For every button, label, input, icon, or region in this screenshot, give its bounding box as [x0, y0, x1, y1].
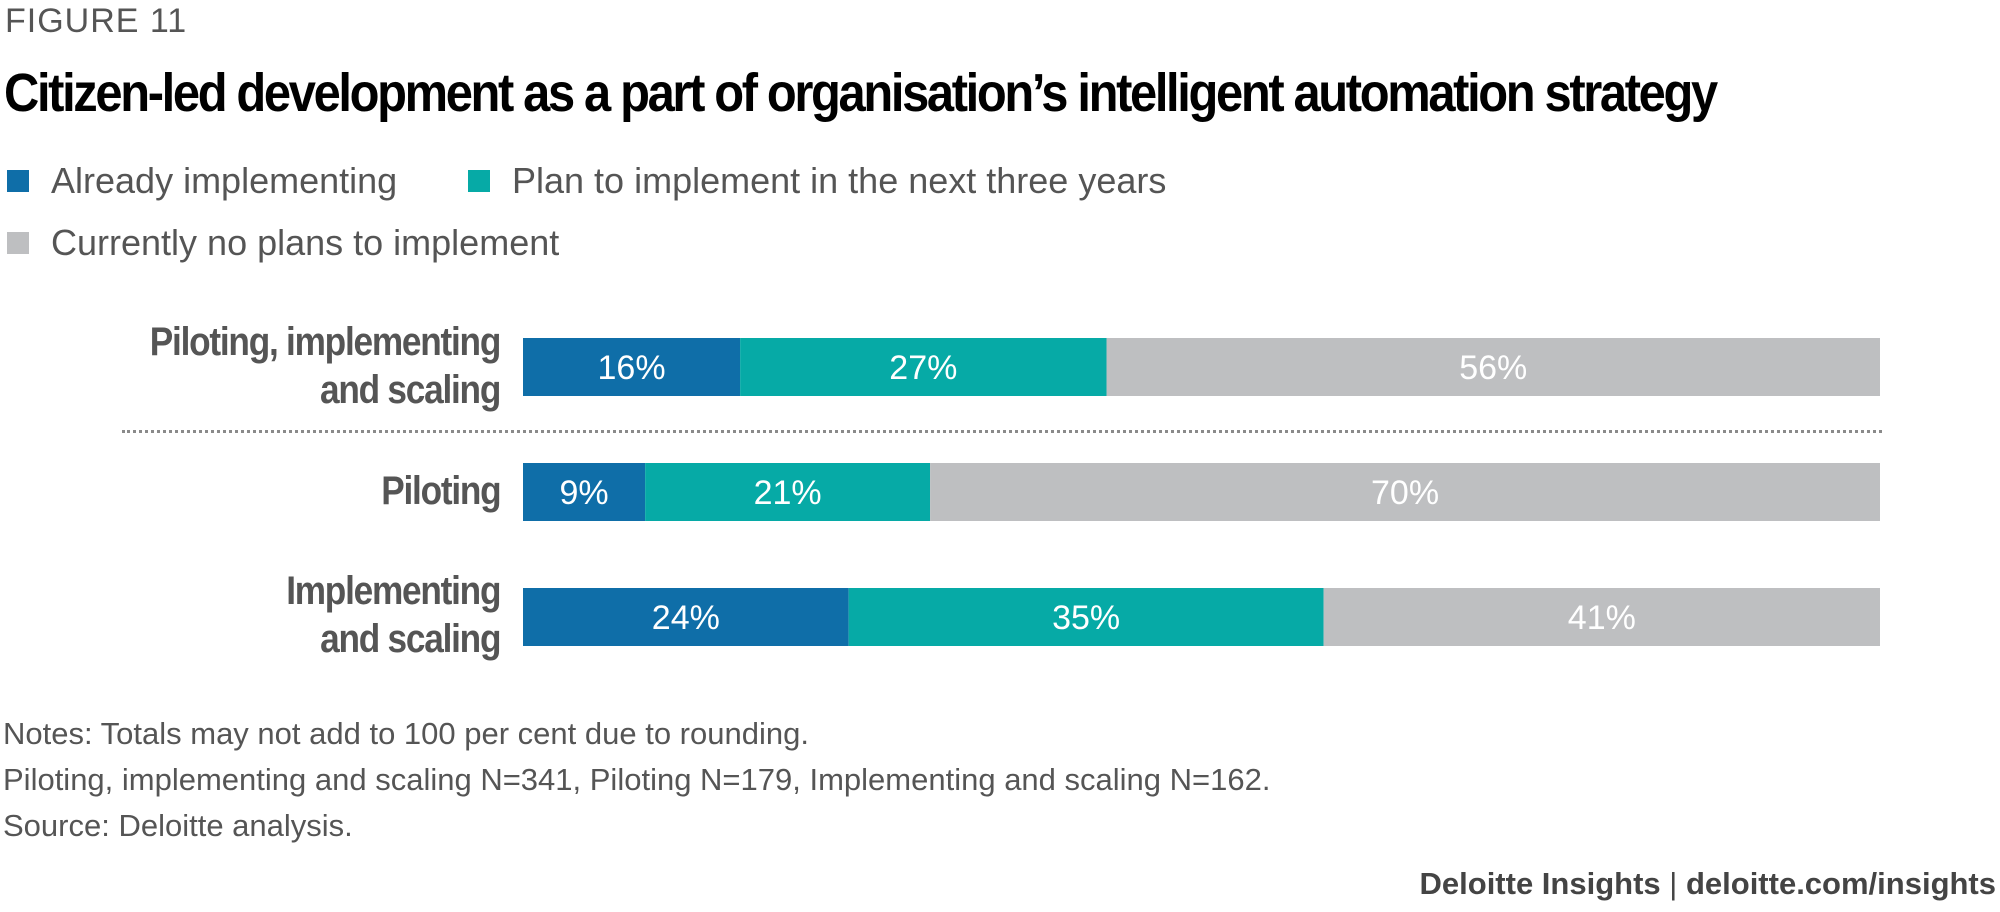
bar-segment	[645, 463, 931, 521]
bar-value-label: 16%	[598, 349, 666, 387]
legend-label-no-plans: Currently no plans to implement	[51, 222, 560, 263]
legend-swatch-plan-to-implement	[468, 170, 490, 192]
bar-value-label: 70%	[1371, 474, 1439, 512]
legend-label-already-implementing: Already implementing	[51, 160, 398, 201]
category-label-piloting: Piloting	[380, 467, 501, 515]
bar-segment	[740, 338, 1107, 396]
figure-label: FIGURE 11	[5, 2, 188, 40]
bar-segment	[848, 588, 1324, 646]
bar-value-label: 35%	[1052, 599, 1120, 637]
note-source: Source: Deloitte analysis.	[3, 808, 353, 843]
bar-value-label: 27%	[889, 349, 957, 387]
bar-segment	[1323, 588, 1880, 646]
legend-item-already-implementing: Already implementing	[7, 160, 397, 202]
bar-value-label: 24%	[652, 599, 720, 637]
bar-value-label: 56%	[1459, 349, 1527, 387]
bar-value-label: 9%	[559, 474, 608, 512]
legend-item-plan-to-implement: Plan to implement in the next three year…	[468, 160, 1166, 202]
category-label-line: Piloting, implementing	[149, 320, 502, 364]
bar-segment	[1106, 338, 1880, 396]
category-label-piloting-implementing-scaling: Piloting, implementing and scaling	[149, 318, 502, 414]
legend-label-plan-to-implement: Plan to implement in the next three year…	[512, 160, 1167, 201]
chart-title: Citizen-led development as a part of org…	[4, 63, 1718, 123]
category-label-implementing-scaling: Implementing and scaling	[285, 567, 501, 663]
category-label-line: and scaling	[319, 617, 501, 661]
legend-swatch-no-plans	[7, 232, 29, 254]
bar-value-label: 21%	[754, 474, 822, 512]
footer: Deloitte Insights | deloitte.com/insight…	[1420, 866, 1996, 902]
legend-swatch-already-implementing	[7, 170, 29, 192]
group-divider	[122, 430, 1882, 433]
note-rounding: Notes: Totals may not add to 100 per cen…	[3, 716, 809, 751]
bar-segment	[930, 463, 1880, 521]
legend-item-no-plans: Currently no plans to implement	[7, 222, 559, 264]
note-sample-sizes: Piloting, implementing and scaling N=341…	[3, 762, 1271, 797]
footer-link[interactable]: deloitte.com/insights	[1685, 866, 1996, 901]
category-label-line: Implementing	[285, 569, 501, 613]
footer-brand: Deloitte Insights	[1419, 866, 1661, 901]
bar-segment	[523, 463, 646, 521]
bar-segment	[523, 588, 849, 646]
bar-segment	[523, 338, 741, 396]
footer-separator: |	[1669, 866, 1678, 901]
category-label-line: and scaling	[319, 368, 501, 412]
category-label-line: Piloting	[380, 469, 501, 513]
bar-value-label: 41%	[1568, 599, 1636, 637]
